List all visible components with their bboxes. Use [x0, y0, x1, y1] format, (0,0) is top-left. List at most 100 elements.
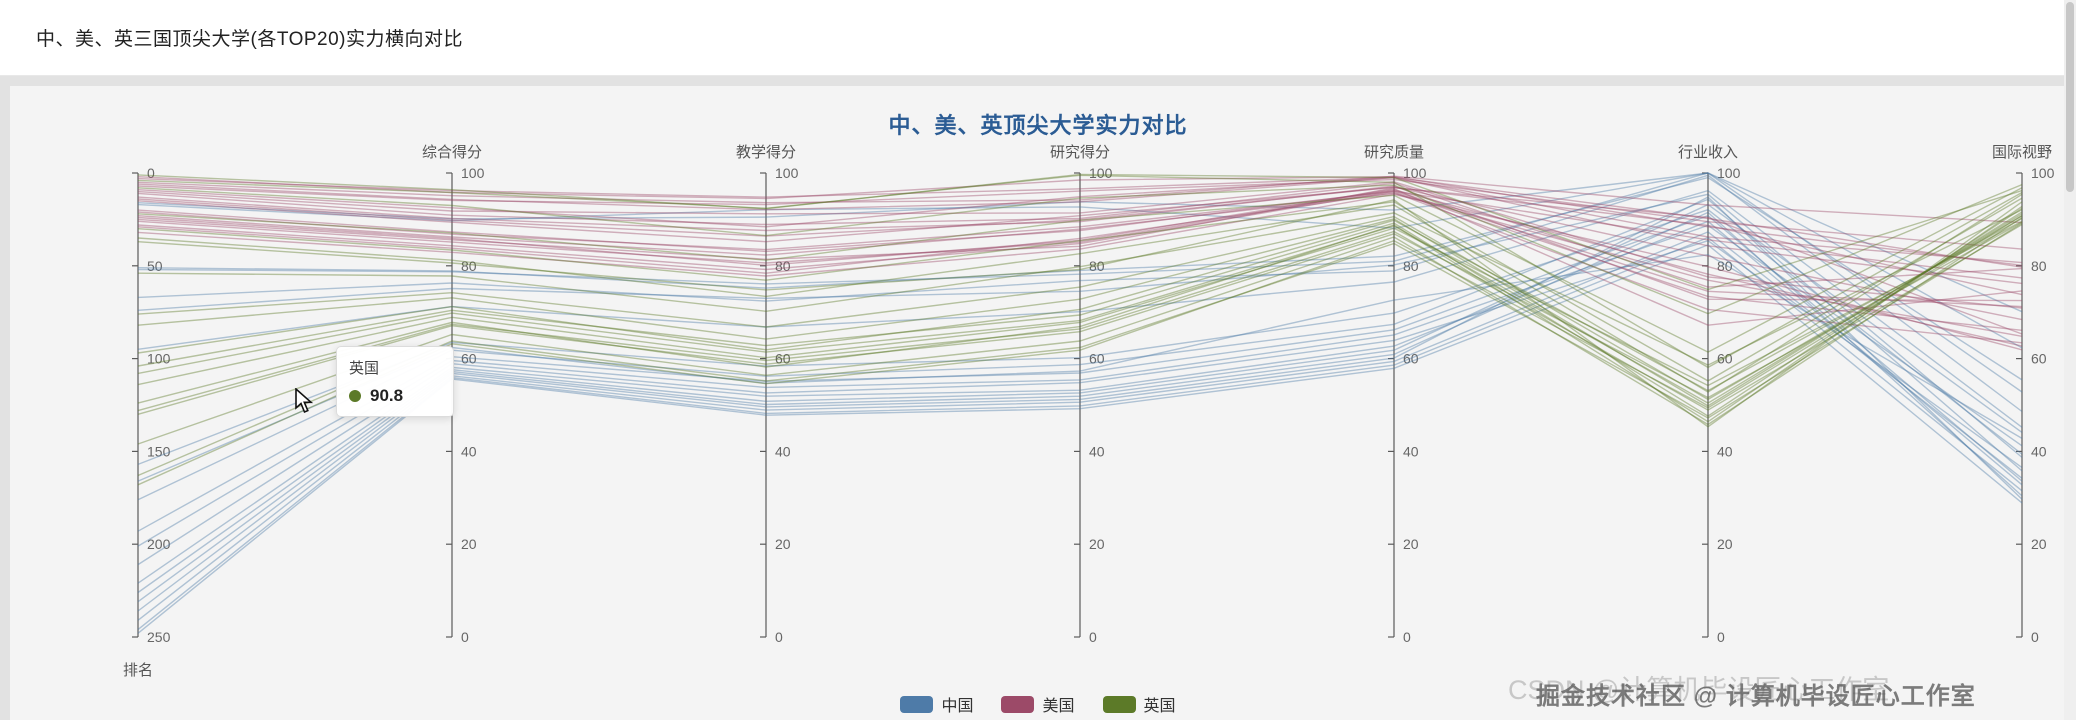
axis-tick-label: 80: [2031, 258, 2047, 274]
series-line[interactable]: [137, 176, 2023, 381]
series-line[interactable]: [137, 223, 2023, 412]
series-line[interactable]: [137, 182, 2023, 288]
series-line[interactable]: [137, 190, 2023, 279]
series-line[interactable]: [137, 209, 2023, 366]
series-line[interactable]: [137, 217, 2023, 392]
axis-tick-label: 80: [461, 258, 477, 274]
series-line[interactable]: [137, 188, 2023, 347]
axis-6: 0 20 40 60 80 100 国际视野: [1992, 144, 2055, 645]
series-line[interactable]: [137, 191, 2023, 344]
scrollbar[interactable]: [2064, 0, 2076, 720]
axis-tick-label: 80: [1089, 258, 1105, 274]
series-line[interactable]: [137, 199, 2023, 428]
axis-name: 国际视野: [1992, 144, 2052, 161]
axis-tick-label: 0: [2031, 629, 2039, 645]
axis-tick-label: 0: [1717, 629, 1725, 645]
axis-name: 行业收入: [1678, 144, 1738, 161]
axis-tick-label: 80: [775, 258, 791, 274]
series-line[interactable]: [137, 215, 2023, 401]
legend-label-china: 中国: [941, 698, 974, 715]
series-line[interactable]: [137, 216, 2023, 445]
axis-tick-label: 40: [775, 443, 791, 459]
axis-5: 0 20 40 60 80 100 行业收入: [1678, 144, 1741, 645]
axis-tick-label: 20: [2031, 536, 2047, 552]
series-line[interactable]: [137, 188, 2023, 326]
axis-tick-label: 40: [1403, 443, 1419, 459]
series-line[interactable]: [137, 221, 2023, 415]
legend-item-china[interactable]: 中国: [900, 692, 973, 716]
series-line[interactable]: [137, 192, 2023, 337]
series-line[interactable]: [137, 189, 2023, 428]
axis-tick-label: 0: [461, 629, 469, 645]
series-英国: [137, 173, 2023, 486]
page-title: 中、美、英三国顶尖大学(各TOP20)实力横向对比: [36, 29, 464, 50]
series-line[interactable]: [137, 172, 2023, 349]
series-line[interactable]: [137, 173, 2023, 291]
tooltip-marker: [349, 390, 361, 402]
axis-tick-label: 60: [1403, 351, 1419, 367]
axis-tick-label: 80: [1717, 258, 1733, 274]
series-line[interactable]: [137, 222, 2023, 477]
axis-tick-label: 100: [147, 351, 171, 367]
series-line[interactable]: [137, 193, 2023, 458]
axis-tick-label: 100: [775, 165, 799, 181]
axis-tick-label: 50: [147, 258, 163, 274]
series-line[interactable]: [137, 176, 2023, 264]
series-line[interactable]: [137, 207, 2023, 417]
series-line[interactable]: [137, 183, 2023, 315]
series-line[interactable]: [137, 185, 2023, 302]
series-line[interactable]: [137, 176, 2023, 268]
series-line[interactable]: [137, 174, 2023, 413]
series-line[interactable]: [137, 187, 2023, 335]
axis-tick-label: 20: [775, 536, 791, 552]
axis-tick-label: 0: [1089, 629, 1097, 645]
series-line[interactable]: [137, 220, 2023, 387]
series-line[interactable]: [137, 186, 2023, 296]
axis-tick-label: 0: [147, 165, 155, 181]
axis-tick-label: 40: [1717, 443, 1733, 459]
axis-tick-label: 60: [775, 351, 791, 367]
series-line[interactable]: [137, 197, 2023, 382]
axis-name: 综合得分: [422, 144, 482, 161]
series-line[interactable]: [137, 187, 2023, 353]
legend-swatch-uk: [1102, 695, 1136, 713]
axis-tick-label: 250: [147, 629, 171, 645]
axis-name: 研究质量: [1364, 144, 1424, 161]
axis-tick-label: 40: [461, 443, 477, 459]
axis-tick-label: 20: [1089, 536, 1105, 552]
axis-tick-label: 200: [147, 536, 171, 552]
series-line[interactable]: [137, 193, 2023, 351]
series-line[interactable]: [137, 175, 2023, 224]
series-line[interactable]: [137, 176, 2023, 285]
chart-tooltip: 英国 90.8: [336, 346, 454, 417]
series-line[interactable]: [137, 213, 2023, 404]
series-line[interactable]: [137, 205, 2023, 423]
series-line[interactable]: [137, 178, 2023, 250]
axis-tick-label: 80: [1403, 258, 1419, 274]
series-line[interactable]: [137, 172, 2023, 393]
axis-tick-label: 20: [1717, 536, 1733, 552]
axis-tick-label: 20: [1403, 536, 1419, 552]
series-line[interactable]: [137, 175, 2023, 266]
tooltip-series-name: 英国: [349, 360, 380, 377]
chart-title: 中、美、英顶尖大学实力对比: [888, 113, 1188, 138]
axis-name: 教学得分: [736, 144, 796, 161]
series-line[interactable]: [137, 215, 2023, 486]
legend-item-uk[interactable]: 英国: [1102, 692, 1176, 716]
series-line[interactable]: [137, 190, 2023, 331]
series-line[interactable]: [137, 186, 2023, 321]
series-line[interactable]: [137, 189, 2023, 308]
series-line[interactable]: [137, 211, 2023, 407]
scrollbar-thumb[interactable]: [2066, 2, 2074, 192]
series-line[interactable]: [137, 193, 2023, 393]
axis-0: 0 50 100 150 200 250 排名: [123, 165, 171, 679]
series-line[interactable]: [137, 174, 2023, 369]
axis-tick-label: 40: [2031, 443, 2047, 459]
axis-tick-label: 150: [147, 443, 171, 459]
legend-label-usa: 美国: [1042, 698, 1075, 715]
legend-item-usa[interactable]: 美国: [1001, 692, 1075, 716]
series-line[interactable]: [137, 208, 2023, 466]
series-line[interactable]: [137, 172, 2023, 313]
series-line[interactable]: [137, 181, 2023, 309]
